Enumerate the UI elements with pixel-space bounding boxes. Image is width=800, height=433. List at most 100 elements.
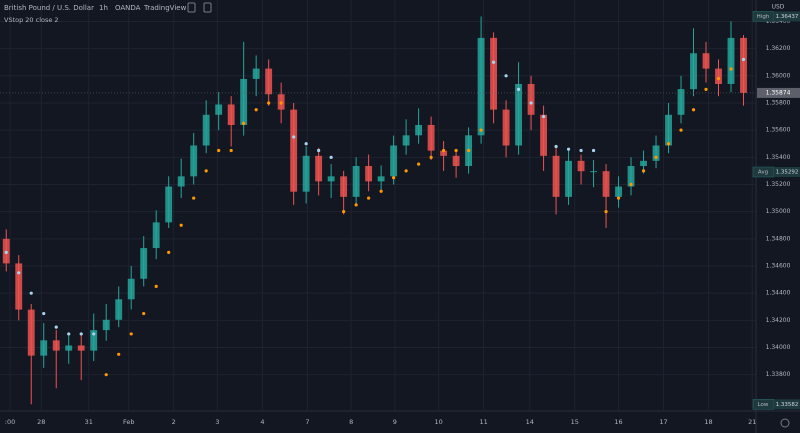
candle-body (602, 171, 610, 197)
vstop-dot (479, 128, 483, 132)
vstop-dot (129, 332, 133, 336)
x-tick-label: 18 (704, 418, 712, 426)
candle-body (352, 166, 360, 197)
source: OANDA (115, 4, 141, 12)
x-tick-label: 28 (37, 418, 45, 426)
y-tick-label: 1.34000 (766, 344, 791, 351)
x-tick-label: 9 (393, 418, 397, 426)
candle-body (490, 37, 498, 110)
candle-body (727, 37, 735, 84)
x-tick-label: 17 (659, 418, 667, 426)
x-tick-label: Feb (123, 418, 135, 426)
x-tick-label: 10 (434, 418, 442, 426)
vstop-dot (417, 162, 421, 166)
vstop-dot (454, 148, 458, 153)
vstop-dot (54, 325, 58, 329)
vstop-dot (79, 332, 83, 336)
x-tick-label: 11 (479, 418, 487, 426)
vstop-dot (229, 148, 233, 153)
candle-body (202, 114, 210, 146)
candle-body (402, 135, 410, 146)
last-price-box (757, 87, 800, 98)
candle-body (652, 145, 660, 161)
candle-body (715, 68, 722, 84)
vstop-dot (466, 148, 471, 153)
marker-value-box (774, 11, 800, 22)
vstop-dot (529, 101, 533, 105)
candle-body (152, 222, 160, 249)
marker-value-box (774, 166, 800, 177)
vstop-dot (292, 135, 296, 139)
candle-body (215, 104, 223, 115)
marker-value-box (774, 399, 800, 410)
candle-body (427, 124, 435, 151)
candle-body (502, 109, 510, 146)
candle-body (27, 309, 35, 356)
vstop-dot (204, 169, 208, 173)
x-tick-label: 3 (215, 418, 219, 426)
x-tick-label: :00 (5, 418, 15, 426)
vstop-dot (616, 196, 621, 200)
vstop-dot (679, 128, 683, 132)
vstop-dot (4, 250, 8, 255)
vstop-dot (367, 196, 371, 200)
x-tick-label: 21 (748, 418, 756, 426)
vstop-dot (117, 352, 121, 356)
vstop-dot (704, 87, 708, 91)
candle-body (77, 345, 85, 351)
vstop-dot (179, 223, 183, 227)
x-tick-label: 7 (305, 418, 309, 426)
vstop-dot (279, 101, 283, 105)
y-tick-label: 1.35400 (766, 154, 791, 161)
candle-body (515, 83, 523, 146)
vstop-dot (17, 271, 21, 275)
plot (0, 16, 756, 405)
vstop-dot (654, 155, 658, 159)
candle-body (590, 171, 597, 173)
candle-body (540, 114, 548, 156)
x-tick-label: 14 (526, 418, 534, 426)
y-tick-label: 1.35200 (766, 181, 791, 188)
vstop-dot (267, 101, 271, 105)
x-tick-label: 4 (260, 418, 264, 426)
settings-icon[interactable] (780, 418, 790, 428)
candle-body (552, 155, 560, 197)
candle-body (677, 89, 685, 115)
candle-body (15, 263, 23, 310)
x-tick-label: 16 (614, 418, 622, 426)
y-tick-label: 1.34200 (766, 317, 791, 324)
y-tick-label: 1.36000 (766, 72, 791, 79)
candle-body (327, 176, 335, 182)
vstop-dot (242, 121, 246, 125)
candle-body (640, 160, 647, 167)
candle-body (102, 319, 110, 331)
candle-body (177, 176, 185, 187)
marker-value: 1.33582 (776, 402, 799, 408)
icon-button[interactable] (203, 2, 212, 13)
candle-body (140, 248, 148, 279)
vstop-dot (254, 108, 258, 112)
vstop-dot (641, 169, 646, 173)
vstop-dot (379, 189, 383, 193)
marker-name: Low (758, 402, 769, 408)
candle-body (265, 68, 273, 95)
candle-body (440, 150, 448, 156)
x-tick-label: 2 (172, 418, 176, 426)
vstop-dot (591, 148, 596, 153)
candle-body (690, 53, 697, 90)
vstop-dot (504, 74, 508, 78)
vstop-dot (154, 284, 158, 288)
brand: TradingView (143, 4, 187, 12)
candle-body (702, 53, 710, 69)
candle-body (365, 166, 373, 182)
symbol-title: British Pound / U.S. Dollar (4, 4, 94, 12)
candle-body (377, 176, 385, 182)
candle-body (190, 145, 198, 177)
vstop-dot (329, 155, 333, 159)
icon-button[interactable] (187, 2, 196, 13)
candle-body (165, 186, 173, 223)
candle-body (527, 83, 535, 115)
candle-body (390, 145, 398, 177)
